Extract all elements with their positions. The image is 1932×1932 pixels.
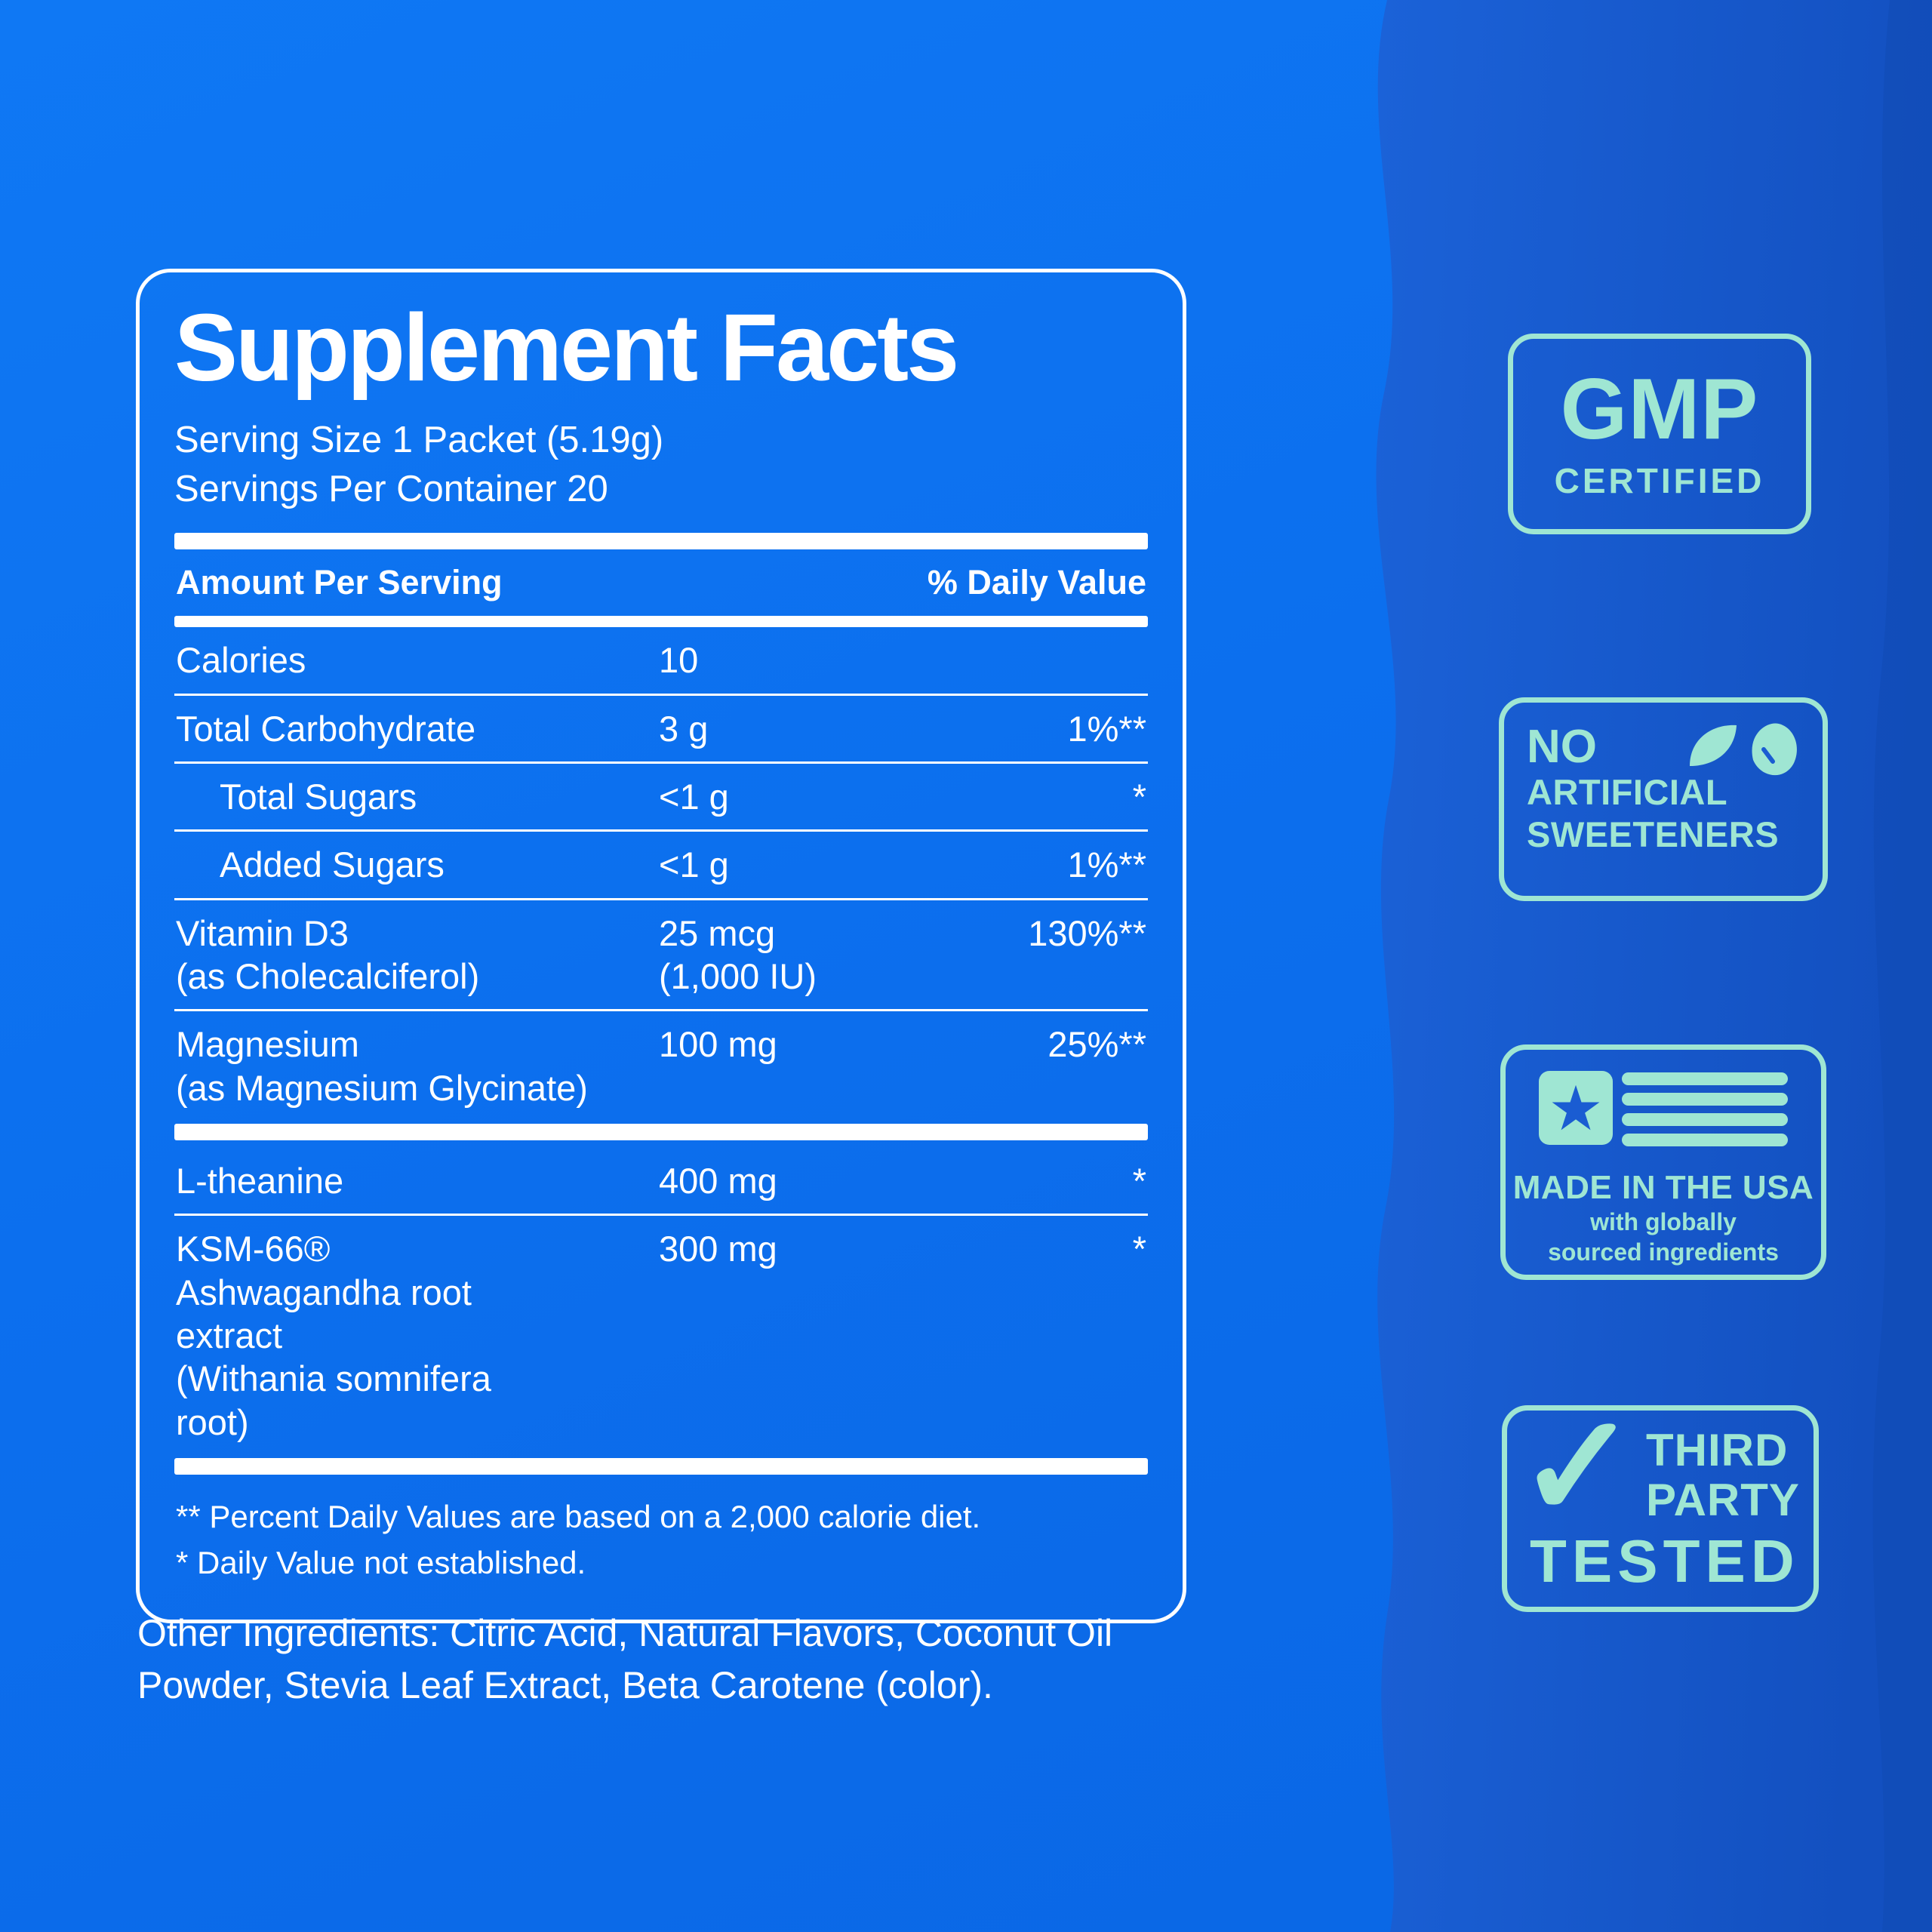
row-l-theanine: L-theanine 400 mg *: [174, 1148, 1148, 1217]
usa-subtitle-line2: sourced ingredients: [1548, 1238, 1779, 1266]
percent-daily-value-header: % Daily Value: [927, 563, 1146, 602]
row-name: KSM-66® Ashwagandha root extract (Withan…: [176, 1227, 538, 1444]
row-name-sub: (as Magnesium Glycinate): [176, 1067, 588, 1108]
other-ingredients-text: Other Ingredients: Citric Acid, Natural …: [137, 1612, 1113, 1706]
row-daily-value: 25%**: [1048, 1024, 1146, 1065]
footnote-percent-daily-values: ** Percent Daily Values are based on a 2…: [176, 1499, 981, 1535]
row-amount: <1 g: [659, 777, 729, 817]
row-name: Total Sugars: [220, 777, 417, 817]
usa-title: MADE IN THE USA: [1512, 1169, 1814, 1206]
row-daily-value: *: [1132, 1229, 1146, 1269]
svg-text:★: ★: [1548, 1073, 1604, 1145]
amount-per-serving-header: Amount Per Serving: [176, 563, 503, 602]
row-name-main: KSM-66® Ashwagandha root extract: [176, 1229, 472, 1356]
usa-subtitle-line1: with globally: [1590, 1208, 1737, 1235]
badge-third-party-tested: ✓ THIRD PARTY TESTED: [1502, 1387, 1819, 1612]
tpt-line-tested: TESTED: [1530, 1527, 1800, 1595]
supplement-facts-panel: Supplement Facts Serving Size 1 Packet (…: [136, 269, 1186, 1623]
divider-medium: [174, 616, 1148, 628]
row-amount-sub: (1,000 IU): [659, 956, 817, 997]
divider-thick: [174, 533, 1148, 550]
nas-line-sweeteners: SWEETENERS: [1527, 814, 1780, 854]
row-amount: 25 mcg (1,000 IU): [659, 912, 946, 998]
badge-no-artificial-sweeteners: NO ARTIFICIAL SWEETENERS: [1499, 697, 1828, 901]
row-name: Added Sugars: [220, 844, 445, 885]
row-total-sugars: Total Sugars <1 g *: [174, 764, 1148, 832]
row-daily-value: 1%**: [1067, 708, 1146, 749]
row-daily-value: 1%**: [1067, 844, 1146, 885]
row-daily-value: *: [1132, 777, 1146, 817]
dark-wave-edge-shape: [1872, 0, 1932, 1932]
divider-thick: [174, 1124, 1148, 1141]
dark-wave-shape: [1376, 0, 1932, 1932]
leaves-icon: [1690, 723, 1797, 776]
panel-title: Supplement Facts: [174, 294, 959, 401]
row-amount: 10: [659, 640, 699, 681]
row-name: Total Carbohydrate: [176, 708, 476, 749]
row-amount-main: 25 mcg: [659, 912, 776, 953]
checkmark-icon: ✓: [1518, 1387, 1638, 1547]
row-amount: 100 mg: [659, 1024, 777, 1065]
gmp-title: GMP: [1560, 361, 1759, 457]
row-calories: Calories 10: [174, 627, 1148, 696]
row-name-sub: (as Cholecalciferol): [176, 956, 480, 997]
row-amount: 400 mg: [659, 1161, 777, 1201]
row-name: L-theanine: [176, 1161, 344, 1201]
row-name-sub: (Withania somnifera root): [176, 1358, 491, 1442]
row-name: Calories: [176, 640, 306, 681]
tpt-line-party: PARTY: [1646, 1475, 1800, 1525]
row-vitamin-d3: Vitamin D3 (as Cholecalciferol) 25 mcg (…: [174, 900, 1148, 1012]
serving-size: Serving Size 1 Packet (5.19g): [174, 420, 664, 461]
nas-line-artificial: ARTIFICIAL: [1527, 772, 1728, 813]
row-name-main: Vitamin D3: [176, 912, 349, 953]
usa-flag-icon: ★: [1539, 1071, 1788, 1146]
row-magnesium: Magnesium (as Magnesium Glycinate) 100 m…: [174, 1011, 1148, 1121]
row-daily-value: [946, 638, 1146, 681]
row-name-main: Magnesium: [176, 1024, 359, 1065]
footnote-daily-value-not-established: * Daily Value not established.: [176, 1544, 586, 1580]
row-added-sugars: Added Sugars <1 g 1%**: [174, 832, 1148, 900]
badge-made-in-usa: ★ MADE IN THE USA with globally sourced …: [1500, 1044, 1826, 1280]
divider-thick: [174, 1458, 1148, 1475]
row-amount: 300 mg: [659, 1229, 777, 1269]
row-daily-value: 130%**: [1028, 912, 1146, 953]
row-amount: <1 g: [659, 844, 729, 885]
row-name: Vitamin D3 (as Cholecalciferol): [176, 912, 659, 998]
footnotes: ** Percent Daily Values are based on a 2…: [174, 1475, 1148, 1591]
row-total-carbohydrate: Total Carbohydrate 3 g 1%**: [174, 696, 1148, 764]
servings-per-container: Servings Per Container 20: [174, 468, 608, 509]
tpt-line-third: THIRD: [1646, 1425, 1789, 1475]
row-daily-value: *: [1132, 1161, 1146, 1201]
column-header-row: Amount Per Serving % Daily Value: [174, 549, 1148, 616]
nas-line-no: NO: [1527, 721, 1597, 773]
row-ksm-66-ashwagandha: KSM-66® Ashwagandha root extract (Withan…: [174, 1216, 1148, 1455]
badge-gmp-certified: GMP CERTIFIED: [1508, 334, 1811, 534]
row-name: Magnesium (as Magnesium Glycinate): [176, 1023, 659, 1109]
row-amount: 3 g: [659, 708, 709, 749]
gmp-subtitle: CERTIFIED: [1554, 461, 1765, 500]
